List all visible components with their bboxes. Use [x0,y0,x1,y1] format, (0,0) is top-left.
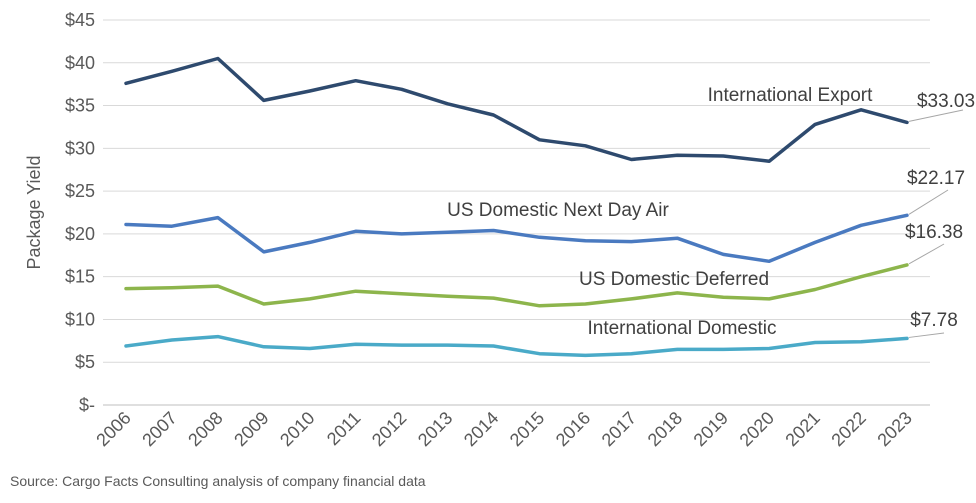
x-tick-label: 2022 [827,408,869,450]
series-labels: International Export $33.03 US Domestic Ne… [447,85,975,339]
series-name-label: International Domestic [587,318,776,339]
end-value-label: $7.78 [910,310,958,331]
y-tick-label: $40 [65,53,95,73]
x-tick-label: 2013 [414,408,456,450]
series-name-label: International Export [708,85,873,106]
x-tick-label: 2021 [782,408,824,450]
x-tick-label: 2017 [598,408,640,450]
series-name-label: US Domestic Next Day Air [447,200,669,221]
leader-line [908,109,964,122]
x-tick-label: 2009 [230,408,272,450]
series-line [124,263,909,308]
x-tick-label: 2019 [690,408,732,450]
source-note: Source: Cargo Facts Consulting analysis … [10,473,426,489]
x-axis-ticks: 2006 2007 2008 2009 2010 2011 2012 2013 2014 2015… [92,408,916,450]
x-tick-label: 2011 [323,408,365,450]
x-tick-label: 2008 [184,408,226,450]
y-axis-label: Package Yield [24,155,44,269]
y-tick-label: $15 [65,267,95,287]
y-tick-label: $10 [65,309,95,329]
y-tick-label: $- [79,395,95,415]
y-tick-label: $25 [65,181,95,201]
series-line [124,56,909,163]
x-tick-label: 2015 [506,408,548,450]
y-tick-label: $20 [65,224,95,244]
x-tick-label: 2006 [92,408,134,450]
y-tick-label: $30 [65,138,95,158]
x-tick-label: 2020 [736,408,778,450]
leader-line [908,332,945,338]
end-value-label: $22.17 [907,168,965,189]
y-tick-label: $35 [65,96,95,116]
x-tick-label: 2012 [368,408,410,450]
x-tick-label: 2018 [644,408,686,450]
leader-line [908,189,949,215]
x-tick-label: 2014 [460,408,502,450]
y-tick-label: $5 [75,352,95,372]
x-tick-label: 2007 [138,408,180,450]
end-value-label: $16.38 [905,222,963,243]
series-line [124,334,909,358]
y-axis-ticks: $- $5 $10 $15 $20 $25 $30 $35 $40 $45 [65,10,95,415]
series-name-label: US Domestic Deferred [579,269,769,290]
series-line [124,213,909,264]
x-tick-label: 2010 [276,408,318,450]
y-tick-label: $45 [65,10,95,30]
leader-line [908,243,945,265]
end-value-label: $33.03 [917,91,975,112]
x-tick-label: 2016 [552,408,594,450]
x-tick-label: 2023 [873,408,915,450]
series-lines [124,56,909,358]
